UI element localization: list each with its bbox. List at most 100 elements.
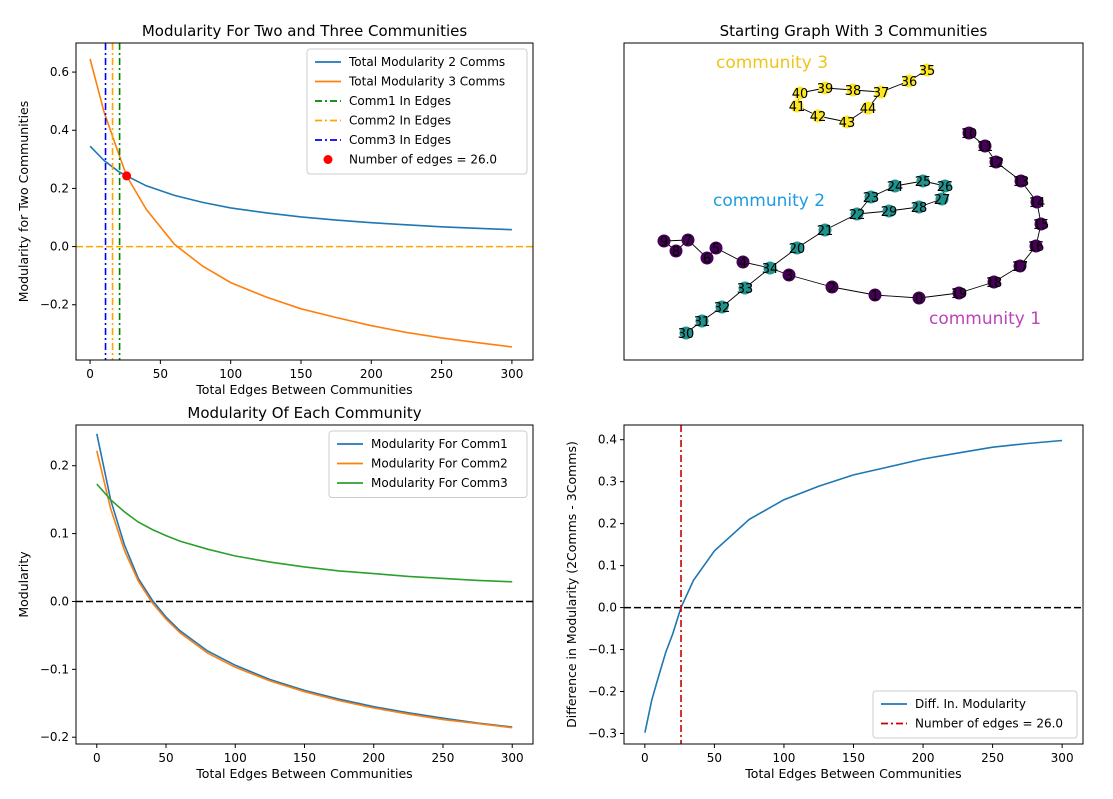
community-label: community 1 — [929, 309, 1041, 329]
graph-node-label: 0 — [915, 292, 923, 307]
graph-node-label: 33 — [737, 282, 754, 297]
graph-edge — [831, 286, 876, 296]
graph-node — [790, 99, 804, 113]
legend-label: Diff. In. Modularity — [915, 697, 1026, 711]
x-tick-label: 100 — [773, 751, 796, 765]
series-line-0 — [96, 433, 513, 728]
graph-node — [920, 63, 934, 77]
x-tick-label: 50 — [153, 367, 168, 381]
legend-box — [328, 430, 528, 498]
y-tick-label: 0.0 — [598, 601, 617, 615]
graph-node-label: 32 — [714, 301, 731, 316]
graph-node — [952, 286, 966, 300]
graph-node — [811, 109, 825, 123]
legend-box — [306, 48, 528, 175]
series-line-1 — [89, 58, 512, 348]
graph-node-label: 10 — [961, 127, 978, 142]
y-tick-label: −0.1 — [40, 662, 69, 676]
graph-node-label: 3 — [785, 269, 793, 284]
y-tick-label: 0.2 — [50, 181, 69, 195]
graph-node — [1030, 195, 1044, 209]
graph-node — [818, 81, 832, 95]
community-label: community 3 — [716, 53, 828, 73]
graph-node-label: 30 — [678, 327, 695, 342]
chart-title: Modularity Of Each Community — [187, 404, 421, 422]
chart-title: Starting Graph With 3 Communities — [720, 22, 988, 40]
x-tick-label: 100 — [219, 367, 242, 381]
graph-node — [902, 74, 916, 88]
x-tick-label: 50 — [707, 751, 722, 765]
community-label: community 2 — [713, 191, 825, 211]
graph-node-label: 22 — [849, 208, 866, 223]
graph-node — [700, 251, 714, 265]
graph-node — [1029, 239, 1043, 253]
y-axis-label: Difference in Modularity (2Comms - 3Comm… — [564, 441, 579, 728]
graph-node — [763, 261, 777, 275]
graph-node — [782, 268, 796, 282]
graph-node — [864, 190, 878, 204]
y-tick-label: −0.2 — [40, 298, 69, 312]
graph-edge — [788, 274, 833, 288]
legend-label: Number of edges = 26.0 — [915, 717, 1063, 731]
graph-node — [679, 326, 693, 340]
legend-label: Number of edges = 26.0 — [349, 153, 497, 167]
graph-node — [861, 101, 875, 115]
graph-node — [695, 314, 709, 328]
graph-node — [709, 241, 723, 255]
graph-node-label: 7 — [684, 234, 692, 249]
legend-label: Modularity For Comm3 — [371, 476, 508, 490]
graph-node — [888, 179, 902, 193]
graph-node-label: 37 — [873, 86, 890, 101]
graph-node — [818, 223, 832, 237]
legend-label: Comm1 In Edges — [349, 94, 451, 108]
graph-node-label: 8 — [672, 245, 680, 260]
graph-node — [825, 280, 839, 294]
graph-node-label: 42 — [810, 110, 827, 125]
legend-label: Modularity For Comm2 — [371, 457, 508, 471]
legend-swatch — [323, 155, 333, 164]
graph-node — [1034, 217, 1048, 231]
graph-node-label: 19 — [951, 287, 968, 302]
legend-box — [872, 690, 1078, 739]
graph-node — [1014, 174, 1028, 188]
graph-node — [715, 300, 729, 314]
y-axis-label: Modularity for Two Communities — [16, 101, 31, 303]
graph-node — [912, 291, 926, 305]
panel-p4: 0 50 100 150 200 250 300 −0.3 −0.2 −0.1 0.0 0.1 0.2 0… — [564, 424, 1084, 781]
series-line-1 — [96, 450, 513, 729]
graph-node-label: 6 — [703, 252, 711, 267]
graph-node-label: 31 — [694, 315, 711, 330]
graph-node — [846, 83, 860, 97]
graph-node — [874, 85, 888, 99]
x-tick-label: 300 — [501, 751, 524, 765]
graph-node-label: 43 — [839, 116, 856, 131]
graph-node — [962, 126, 976, 140]
graph-edge — [874, 294, 920, 299]
graph-node — [987, 275, 1001, 289]
x-tick-label: 300 — [500, 367, 523, 381]
y-tick-label: 0.1 — [50, 527, 69, 541]
graph-node — [882, 204, 896, 218]
x-tick-label: 150 — [290, 367, 313, 381]
graph-node — [736, 255, 750, 269]
graph-node — [840, 115, 854, 129]
graph-node-label: 17 — [1012, 260, 1029, 275]
x-tick-label: 0 — [86, 367, 94, 381]
series-line-2 — [96, 483, 513, 583]
graph-node-label: 24 — [887, 180, 904, 195]
graph-node-label: 34 — [762, 262, 779, 277]
x-axis-label: Total Edges Between Communities — [195, 766, 412, 781]
y-tick-label: −0.1 — [588, 643, 617, 657]
series-line-0 — [89, 145, 512, 231]
graph-node — [989, 155, 1003, 169]
graph-node — [793, 86, 807, 100]
graph-node — [657, 234, 671, 248]
graph-node-label: 15 — [1033, 218, 1050, 233]
graph-node — [868, 288, 882, 302]
x-tick-label: 250 — [432, 751, 455, 765]
legend-label: Comm3 In Edges — [349, 133, 451, 147]
x-tick-label: 200 — [912, 751, 935, 765]
x-tick-label: 0 — [93, 751, 101, 765]
chart-title: Modularity For Two and Three Communities — [142, 22, 468, 40]
